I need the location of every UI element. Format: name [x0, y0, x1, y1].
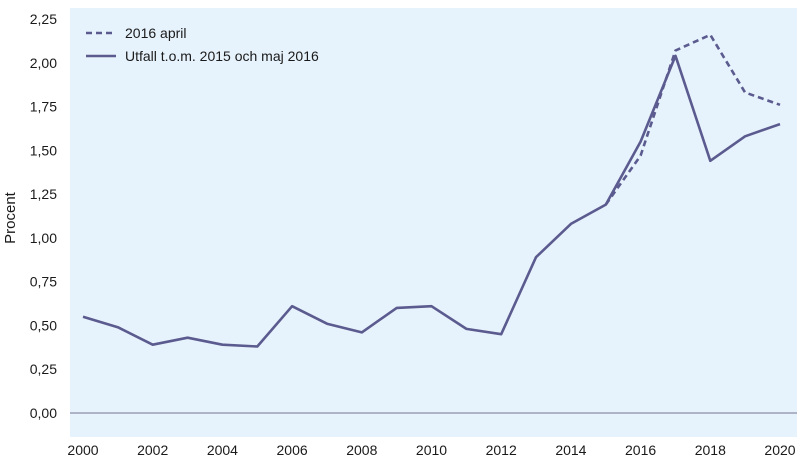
- y-tick-label: 0,00: [30, 405, 57, 421]
- x-tick-label: 2000: [67, 442, 98, 458]
- x-tick-label: 2020: [764, 442, 795, 458]
- x-tick-label: 2004: [207, 442, 238, 458]
- y-tick-label: 1,25: [30, 186, 57, 202]
- x-tick-label: 2012: [486, 442, 517, 458]
- x-tick-label: 2018: [695, 442, 726, 458]
- x-tick-label: 2010: [416, 442, 447, 458]
- y-tick-label: 1,75: [30, 99, 57, 115]
- y-tick-label: 0,75: [30, 274, 57, 290]
- y-tick-label: 1,00: [30, 230, 57, 246]
- x-axis-tick-labels: 2000 2002 2004 2006 2008 2010 2012 2014 2016 2018…: [67, 442, 795, 458]
- legend: 2016 april Utfall t.o.m. 2015 och maj 20…: [86, 25, 319, 64]
- y-tick-label: 1,50: [30, 142, 57, 158]
- x-tick-label: 2008: [346, 442, 377, 458]
- series-line-utfall: [82, 54, 781, 348]
- series-line-2016-april: [604, 33, 781, 206]
- x-tick-label: 2006: [277, 442, 308, 458]
- x-tick-label: 2002: [137, 442, 168, 458]
- y-axis-tick-labels: 0,00 0,25 0,50 0,75 1,00 1,25 1,50 1,75 2,00 2,25: [30, 11, 57, 421]
- y-tick-label: 0,50: [30, 317, 57, 333]
- series-layer: [82, 33, 781, 348]
- y-tick-label: 2,25: [30, 11, 57, 27]
- legend-label-2016-april: 2016 april: [125, 25, 187, 41]
- x-tick-label: 2014: [555, 442, 586, 458]
- plot-area: [70, 8, 797, 437]
- y-tick-label: 0,25: [30, 361, 57, 377]
- y-tick-label: 2,00: [30, 55, 57, 71]
- x-tick-label: 2016: [625, 442, 656, 458]
- legend-label-utfall: Utfall t.o.m. 2015 och maj 2016: [125, 48, 319, 64]
- y-axis-label: Procent: [2, 191, 19, 244]
